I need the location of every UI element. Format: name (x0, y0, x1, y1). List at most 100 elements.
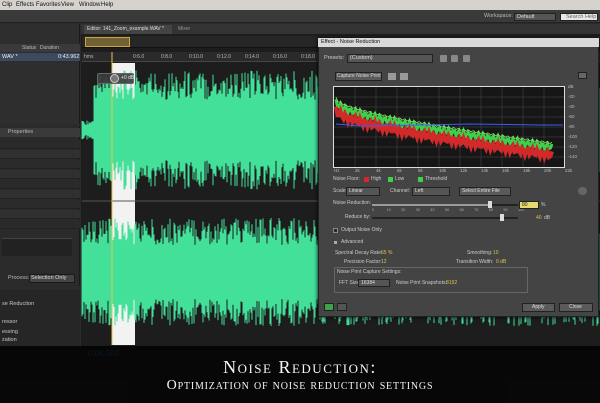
label: FFT Size: (339, 280, 361, 286)
db-label: -140 (568, 154, 578, 159)
reduction-line (335, 123, 563, 127)
ruler-label: 0:10.0 (189, 54, 203, 60)
label: Transition Width: (456, 259, 494, 265)
label: Presets: (324, 55, 345, 61)
property-row (0, 170, 80, 179)
preset-icon[interactable] (451, 55, 458, 62)
hud-knob[interactable] (110, 74, 119, 83)
property-row (0, 140, 80, 149)
caption-subtitle: Optimization of noise reduction settings (166, 378, 434, 393)
process-dropdown[interactable] (29, 274, 75, 283)
legend-swatch (364, 176, 369, 182)
capture-button[interactable] (335, 72, 382, 81)
value: 8192 (446, 280, 458, 286)
search-box[interactable] (560, 13, 598, 21)
menu-item[interactable]: Effects (16, 2, 35, 8)
value: 12 (381, 259, 387, 265)
output-checkbox[interactable] (333, 228, 338, 233)
caption-title: Noise Reduction: (223, 357, 377, 377)
noise-floor-high (334, 104, 554, 164)
slider-scale: 0 (372, 208, 375, 212)
effect-item[interactable]: essing (2, 329, 18, 335)
fft-dropdown[interactable] (358, 279, 390, 287)
file-duration: 0:43.962 (58, 53, 80, 60)
tab-label[interactable]: Mixer (178, 26, 191, 32)
label: Output Noise Only (341, 227, 382, 233)
dropdown-value: Linear (349, 188, 363, 194)
hz-label: 20k (544, 168, 552, 173)
slider-scale: 60 (459, 208, 464, 212)
dropdown-value: Left (415, 188, 424, 194)
db-label: -100 (568, 134, 578, 139)
apply-button[interactable] (522, 303, 555, 312)
menu-item[interactable]: Favorites (36, 2, 61, 8)
graph-menu-icon[interactable] (578, 72, 587, 79)
effect-item[interactable]: ressor (2, 319, 18, 325)
slider-scale: 90 (503, 208, 508, 212)
dialog-title: Effect - Noise Reduction (321, 39, 381, 45)
advanced-arrow[interactable] (334, 241, 337, 244)
hz-label: 22k (565, 168, 573, 173)
menu-item[interactable]: Window (79, 2, 101, 8)
input-value: 80 (522, 201, 528, 208)
reduce-thumb[interactable] (500, 214, 504, 221)
scale-dropdown[interactable] (346, 187, 380, 196)
db-label: -20 (568, 94, 575, 99)
label: Noise Print Snapshots: (396, 280, 447, 286)
channel-dropdown[interactable] (412, 187, 450, 196)
value: 0 dB (496, 259, 507, 265)
tab-label: Editor: 141_Zoom_example.WAV * (87, 26, 164, 32)
reset-icon[interactable] (578, 187, 587, 195)
editor-tab[interactable] (84, 25, 172, 34)
property-row (0, 220, 80, 229)
label: Channel: (390, 188, 411, 194)
transport-button[interactable] (337, 303, 347, 311)
slider-scale: 80 (488, 208, 494, 212)
nr-thumb[interactable] (488, 201, 492, 208)
menu-item[interactable]: Clip (2, 2, 13, 8)
slider-scale: 70 (474, 208, 479, 212)
effect-item[interactable]: zation (2, 337, 17, 343)
file-row[interactable] (0, 53, 80, 61)
value: 40 (536, 215, 542, 221)
select-all-button[interactable] (459, 187, 511, 196)
preset-icon[interactable] (463, 55, 470, 62)
ruler-label: 0:12.0 (217, 54, 231, 60)
menu-item[interactable]: Help (101, 2, 114, 8)
value: 65 % (381, 250, 393, 256)
level-meter (2, 238, 72, 256)
property-row (0, 180, 80, 189)
db-label: -80 (568, 124, 575, 129)
button-label: Apply (532, 304, 545, 310)
label: % (541, 201, 546, 208)
db-label: dB (568, 84, 574, 89)
preset-dropdown[interactable] (347, 54, 433, 63)
file-icon[interactable] (388, 73, 396, 80)
slider-scale: 20 (401, 208, 406, 212)
hz-label: 14k (481, 168, 489, 173)
hz-label: 6k (397, 168, 402, 173)
hz-label: 12k (460, 168, 468, 173)
caption-band (0, 346, 600, 403)
legend-swatch (418, 176, 423, 182)
legend-swatch (388, 176, 393, 182)
property-row (0, 160, 80, 169)
effect-item[interactable]: se Reduction (2, 301, 35, 307)
transport-button[interactable] (324, 303, 334, 311)
hz-label: 10k (439, 168, 447, 173)
slider-scale: 40 (430, 208, 435, 212)
hz-label: 4k (376, 168, 381, 173)
ruler-label: 0:16.0 (273, 54, 287, 60)
slider-scale: 50 (445, 208, 450, 212)
workspace-dropdown[interactable] (514, 13, 556, 21)
capture-group (334, 267, 528, 293)
menu-bar (0, 0, 600, 10)
preset-icon[interactable] (440, 55, 447, 62)
file-icon[interactable] (400, 73, 408, 80)
menu-item[interactable]: View (61, 2, 74, 8)
nr-input[interactable] (519, 201, 539, 209)
column-header: Status (22, 44, 37, 51)
close-button[interactable] (559, 303, 593, 312)
